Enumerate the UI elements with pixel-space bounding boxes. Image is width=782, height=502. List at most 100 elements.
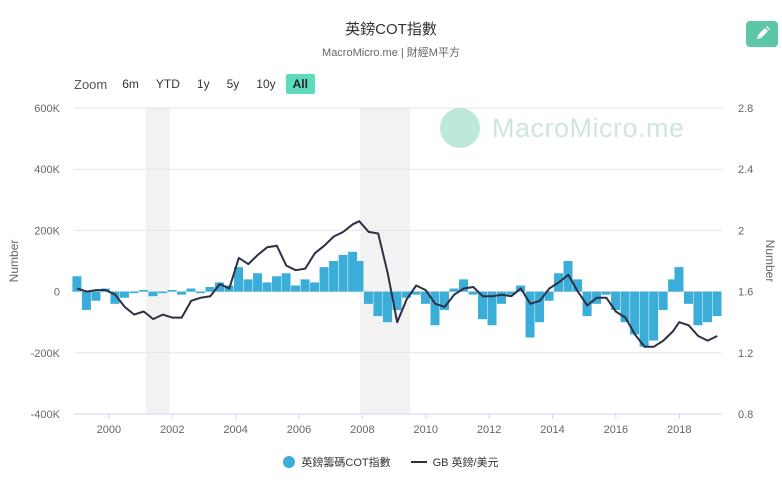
watermark-text: MacroMicro.me — [492, 112, 685, 143]
cot-bar — [129, 291, 139, 294]
zoom-ytd-button[interactable]: YTD — [155, 77, 180, 91]
cot-bar — [138, 290, 148, 292]
x-tick-label: 2008 — [350, 424, 374, 436]
cot-bar — [439, 291, 449, 310]
cot-bar — [373, 291, 383, 317]
cot-bar — [157, 291, 167, 294]
y-left-tick-label: 400K — [34, 164, 60, 176]
cot-bar — [91, 291, 101, 301]
cot-bar — [478, 291, 488, 320]
y-right-tick-label: 0.8 — [738, 409, 753, 421]
pencil-icon — [757, 26, 770, 39]
cot-bar — [363, 291, 373, 304]
cot-bar — [611, 291, 621, 310]
cot-bar — [658, 291, 668, 310]
zoom-all-button[interactable]: All — [285, 74, 315, 94]
axes: 600K 400K 200K 0 -200K -400K 2.8 2.4 2 1.6 1.2 0.8 2… — [7, 103, 777, 436]
y-left-axis-title: Number — [7, 240, 21, 283]
cot-bar — [506, 291, 516, 295]
cot-bar — [354, 261, 364, 292]
legend: 英鎊籌碼COT指數 GB 英鎊/美元 — [0, 454, 782, 470]
cot-bar — [525, 291, 535, 338]
gbpusd-line — [76, 220, 718, 348]
cot-bar — [319, 267, 329, 292]
cot-bar — [281, 273, 291, 292]
zoom-6m-button[interactable]: 6m — [122, 77, 139, 91]
y-left-tick-label: 600K — [34, 103, 60, 115]
legend-label-cot: 英鎊籌碼COT指數 — [301, 457, 391, 469]
cot-bar — [458, 279, 469, 292]
y-right-tick-label: 1.2 — [738, 348, 753, 360]
legend-dot-icon — [283, 456, 296, 468]
cot-bar — [148, 291, 158, 297]
cot-bar — [449, 288, 459, 292]
y-right-tick-label: 2.4 — [738, 164, 753, 176]
cot-bar — [639, 291, 649, 347]
cot-bar — [119, 291, 129, 298]
cot-bar — [81, 291, 91, 310]
cot-bar — [329, 261, 339, 292]
cot-bar — [310, 282, 320, 292]
cot-bar — [535, 291, 545, 323]
cot-bar — [411, 291, 421, 295]
cot-bar — [497, 291, 507, 304]
x-tick-label: 2004 — [223, 424, 247, 436]
watermark: MacroMicro.me — [440, 108, 685, 148]
x-tick-label: 2016 — [604, 424, 628, 436]
y-left-tick-label: 200K — [34, 225, 60, 237]
cot-bar — [348, 251, 358, 292]
cot-bar — [234, 267, 244, 292]
cot-bar — [300, 279, 310, 292]
cot-bars — [72, 251, 722, 347]
x-tick-label: 2000 — [97, 424, 121, 436]
cot-bar — [702, 291, 712, 323]
cot-bar — [630, 291, 640, 335]
cot-bar — [573, 279, 583, 292]
legend-label-gbpusd: GB 英鎊/美元 — [432, 457, 499, 469]
cot-bar — [72, 276, 82, 292]
cot-bar — [110, 291, 120, 304]
y-left-tick-label: 0 — [54, 287, 60, 299]
cot-bar — [205, 287, 215, 292]
y-right-tick-label: 2 — [738, 225, 744, 237]
legend-item-cot[interactable]: 英鎊籌碼COT指數 — [283, 454, 391, 470]
cot-bar — [195, 291, 206, 294]
cot-bar — [683, 291, 693, 304]
y-left-tick-label: -200K — [31, 348, 61, 360]
x-tick-label: 2010 — [413, 424, 437, 436]
y-right-tick-label: 1.6 — [738, 287, 753, 299]
cot-bar — [167, 290, 177, 292]
cot-bar — [176, 291, 186, 295]
cot-bar — [272, 276, 282, 292]
cot-bar — [392, 291, 402, 310]
x-tick-label: 2002 — [160, 424, 184, 436]
cot-bar — [620, 291, 630, 323]
zoom-1y-button[interactable]: 1y — [196, 77, 210, 91]
y-right-axis-title: Number — [763, 240, 777, 283]
cot-bar — [693, 291, 703, 326]
cot-bar — [601, 291, 611, 295]
gbpusd-line-layer — [76, 220, 718, 348]
legend-item-gbpusd[interactable]: GB 英鎊/美元 — [410, 454, 499, 470]
edit-button[interactable] — [746, 21, 778, 47]
watermark-logo-icon — [440, 108, 480, 148]
zoom-bar: Zoom 6m YTD 1y 5y 10y All — [74, 73, 318, 95]
cot-bar — [487, 291, 497, 326]
chart-title: 英鎊COT指數 — [345, 21, 437, 38]
cot-bar — [382, 291, 392, 323]
zoom-10y-button[interactable]: 10y — [256, 77, 276, 91]
zoom-5y-button[interactable]: 5y — [226, 77, 240, 91]
cot-bar — [420, 291, 430, 304]
x-tick-label: 2012 — [477, 424, 501, 436]
x-tick-label: 2014 — [540, 424, 564, 436]
cot-bar — [291, 285, 301, 292]
cot-bar — [262, 282, 272, 292]
y-left-tick-label: -400K — [31, 409, 61, 421]
cot-bar — [253, 273, 263, 292]
chart-subtitle: MacroMicro.me | 財經M平方 — [322, 47, 460, 59]
cot-bar — [544, 291, 554, 301]
cot-bar — [712, 291, 722, 317]
cot-bar — [215, 282, 225, 292]
cot-bar — [649, 291, 659, 341]
